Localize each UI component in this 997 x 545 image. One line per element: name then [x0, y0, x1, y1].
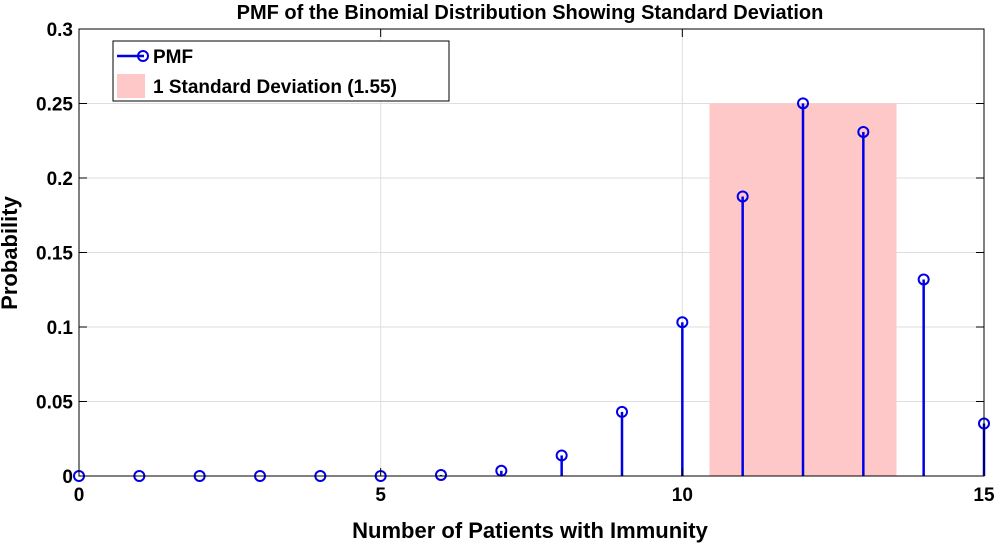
pmf-marker [616, 405, 628, 418]
pmf-marker [736, 190, 749, 203]
pmf-marker [435, 468, 447, 481]
legend-band-label: 1 Standard Deviation (1.55) [153, 77, 397, 98]
legend: PMF 1 Standard Deviation (1.55) [112, 40, 450, 102]
legend-pmf-label: PMF [153, 47, 193, 68]
x-tick-label: 5 [375, 485, 386, 506]
y-tick-label: 0.25 [36, 95, 73, 116]
x-axis-label: Number of Patients with Immunity [352, 518, 708, 543]
pmf-marker [555, 449, 568, 462]
plot-area: 0 5 10 15 0 0.05 0.1 0.15 0.2 0.25 0.3 [36, 20, 995, 506]
y-axis-label: Probability [0, 195, 22, 309]
y-tick-label: 0.05 [36, 393, 73, 414]
pmf-marker [917, 273, 930, 286]
x-tick-label: 0 [74, 485, 85, 506]
pmf-marker [797, 97, 809, 110]
x-tick-label: 15 [973, 485, 995, 506]
y-tick-label: 0 [62, 467, 73, 488]
legend-band-swatch [117, 74, 145, 98]
y-tick-label: 0.3 [47, 20, 73, 41]
y-tick-label: 0.15 [36, 244, 73, 265]
pmf-marker [676, 316, 689, 329]
legend-pmf-marker [137, 50, 149, 62]
chart-title: PMF of the Binomial Distribution Showing… [237, 2, 824, 24]
x-tick-label: 10 [672, 485, 693, 506]
y-tick-label: 0.2 [47, 169, 73, 190]
y-tick-label: 0.1 [47, 318, 74, 339]
pmf-marker [857, 125, 870, 138]
legend-box [112, 40, 450, 102]
